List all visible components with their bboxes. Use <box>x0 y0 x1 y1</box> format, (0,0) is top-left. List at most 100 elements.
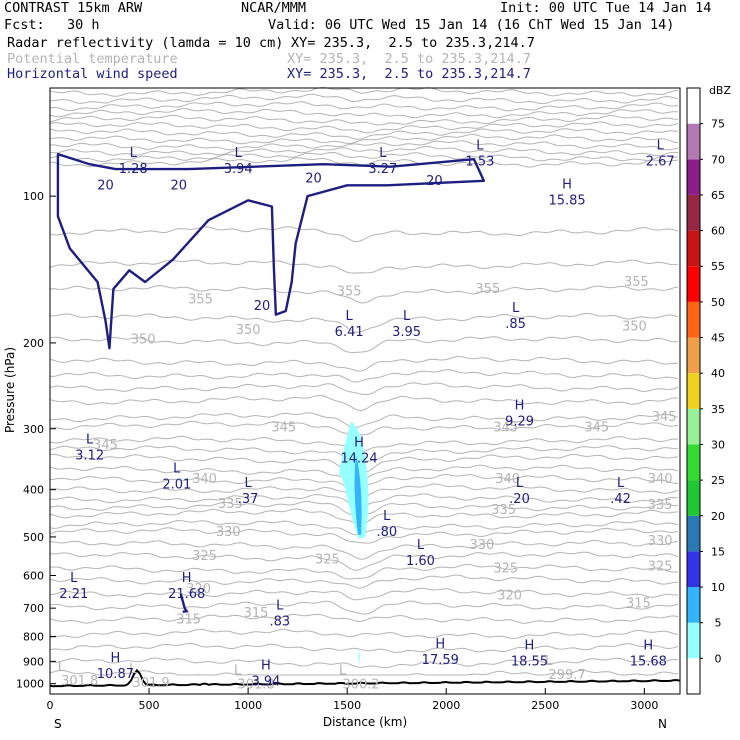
colorbar-frame <box>686 87 701 695</box>
wind-low-marker: L <box>276 598 284 613</box>
colorbar-swatch <box>687 266 700 302</box>
y-tick-label: 300 <box>23 423 44 436</box>
wind-low-marker: L <box>173 461 181 476</box>
colorbar-swatch <box>687 480 700 516</box>
colorbar-tick-label: 40 <box>711 367 725 380</box>
theta-isoline <box>49 628 679 640</box>
forecast-hours: 30 h <box>67 17 100 33</box>
theta-contour-label: 340 <box>648 472 673 487</box>
theta-contour-label: 350 <box>131 333 156 348</box>
y-tick-label: 100 <box>23 190 44 203</box>
wind-extremum-value: .80 <box>376 525 397 540</box>
wind-high-marker: H <box>110 651 120 666</box>
theta-contour-label: 335 <box>218 497 243 512</box>
theta-isoline <box>49 312 679 333</box>
wind-low-marker: L <box>235 146 243 161</box>
theta-contour-label: 330 <box>216 525 241 540</box>
theta-isoline <box>49 128 679 140</box>
field-xy-theta: XY= 235.3, 2.5 to 235.3,214.7 <box>287 51 531 67</box>
wind-extremum-value: 3.94 <box>251 675 280 690</box>
wind-contour-label: 20 <box>305 172 322 187</box>
y-tick-label: 900 <box>23 655 44 668</box>
theta-isoline <box>49 151 679 163</box>
theta-isoline <box>49 259 679 274</box>
theta-isoline <box>49 134 679 145</box>
field-name-theta: Potential temperature <box>7 51 178 67</box>
theta-isoline <box>49 382 679 396</box>
wind-extremum-value: 15.85 <box>548 193 585 208</box>
theta-contour-label: 315 <box>244 606 269 621</box>
theta-low-value: 299.7 <box>548 668 585 683</box>
colorbar-tick-label: 30 <box>711 438 725 451</box>
theta-contour-label: 330 <box>469 538 494 553</box>
wind-high-marker: H <box>515 399 525 414</box>
wind-low-marker: L <box>403 309 411 324</box>
plot-frame <box>49 87 681 695</box>
colorbar-tick-label: 5 <box>715 617 722 630</box>
wind-extremum-value: .42 <box>610 492 631 507</box>
theta-isoline <box>49 657 679 669</box>
theta-low-value: 301.8 <box>61 674 98 689</box>
theta-isoline <box>49 121 679 134</box>
x-tick-label: 2000 <box>432 699 460 712</box>
colorbar-swatch <box>687 194 700 231</box>
wind-contour-label: 20 <box>254 299 271 314</box>
x-tick-label: 1500 <box>333 699 361 712</box>
wind-high-marker: H <box>182 571 192 586</box>
wind-low-marker: L <box>657 139 665 154</box>
wind-extremum-value: 6.41 <box>335 325 364 340</box>
theta-contour-label: 355 <box>188 293 213 308</box>
valid-time: Valid: 06 UTC Wed 15 Jan 14 (16 ChT Wed … <box>268 17 675 33</box>
colorbar-swatch <box>687 373 700 409</box>
theta-isoline <box>49 412 679 429</box>
reflectivity-shading <box>339 421 369 664</box>
wind-high-marker: H <box>435 637 445 652</box>
wind-low-marker: L <box>244 476 252 491</box>
colorbar-swatch <box>687 444 700 481</box>
theta-contour-label: 355 <box>337 285 362 300</box>
theta-isoline <box>49 355 679 372</box>
y-tick-label: 400 <box>23 484 44 497</box>
theta-low-marker: L <box>58 660 66 675</box>
theta-low-value: 300.2 <box>342 678 379 693</box>
wind-low-marker: L <box>617 476 625 491</box>
theta-isoline <box>49 369 679 383</box>
theta-isoline <box>49 435 679 453</box>
x-tick-label: 1000 <box>234 699 262 712</box>
wind-extremum-value: .83 <box>269 614 290 629</box>
left-endpoint-label: S <box>54 717 62 731</box>
colorbar-swatch <box>687 337 700 374</box>
theta-contour-label: 340 <box>495 472 520 487</box>
colorbar: 0 5 10 15 20 25 30 35 40 45 50 55 60 65 70 75 dBZ <box>686 84 731 695</box>
wind-extremum-value: 18.55 <box>511 654 548 669</box>
wind-low-marker: L <box>130 146 138 161</box>
init-time: Init: 00 UTC Tue 14 Jan 14 <box>500 0 712 16</box>
theta-isoline <box>49 101 679 112</box>
wind-contour-label: 20 <box>426 174 443 189</box>
colorbar-tick-label: 75 <box>711 118 725 131</box>
colorbar-tick-label: 70 <box>711 153 725 166</box>
wind-extremum-value: 14.24 <box>340 451 377 466</box>
colorbar-swatch <box>687 622 700 659</box>
theta-low-marker: L <box>234 664 242 679</box>
theta-contour-label: 345 <box>493 420 518 435</box>
theta-isoline <box>49 527 679 544</box>
wind-high-marker: H <box>354 435 364 450</box>
x-axis-title: Distance (km) <box>323 715 407 729</box>
colorbar-swatch <box>687 159 700 195</box>
theta-isoline <box>49 394 679 412</box>
wind-contour-label: 20 <box>171 178 188 193</box>
theta-contour-label: 315 <box>176 612 201 627</box>
theta-low-marker: L <box>129 662 137 677</box>
theta-isoline <box>49 145 679 157</box>
wind-low-marker: L <box>512 301 520 316</box>
theta-isoline <box>49 574 678 589</box>
wind-extremum-value: 9.29 <box>505 415 534 430</box>
colorbar-tick-label: 65 <box>711 189 725 202</box>
wind-low-marker: L <box>346 309 354 324</box>
field-name-reflectivity: Radar reflectivity (lamda = 10 cm) <box>7 35 284 51</box>
colorbar-tick-label: 50 <box>711 296 725 309</box>
reflectivity-region-10dbz <box>354 455 362 535</box>
colorbar-tick-label: 15 <box>711 545 725 558</box>
